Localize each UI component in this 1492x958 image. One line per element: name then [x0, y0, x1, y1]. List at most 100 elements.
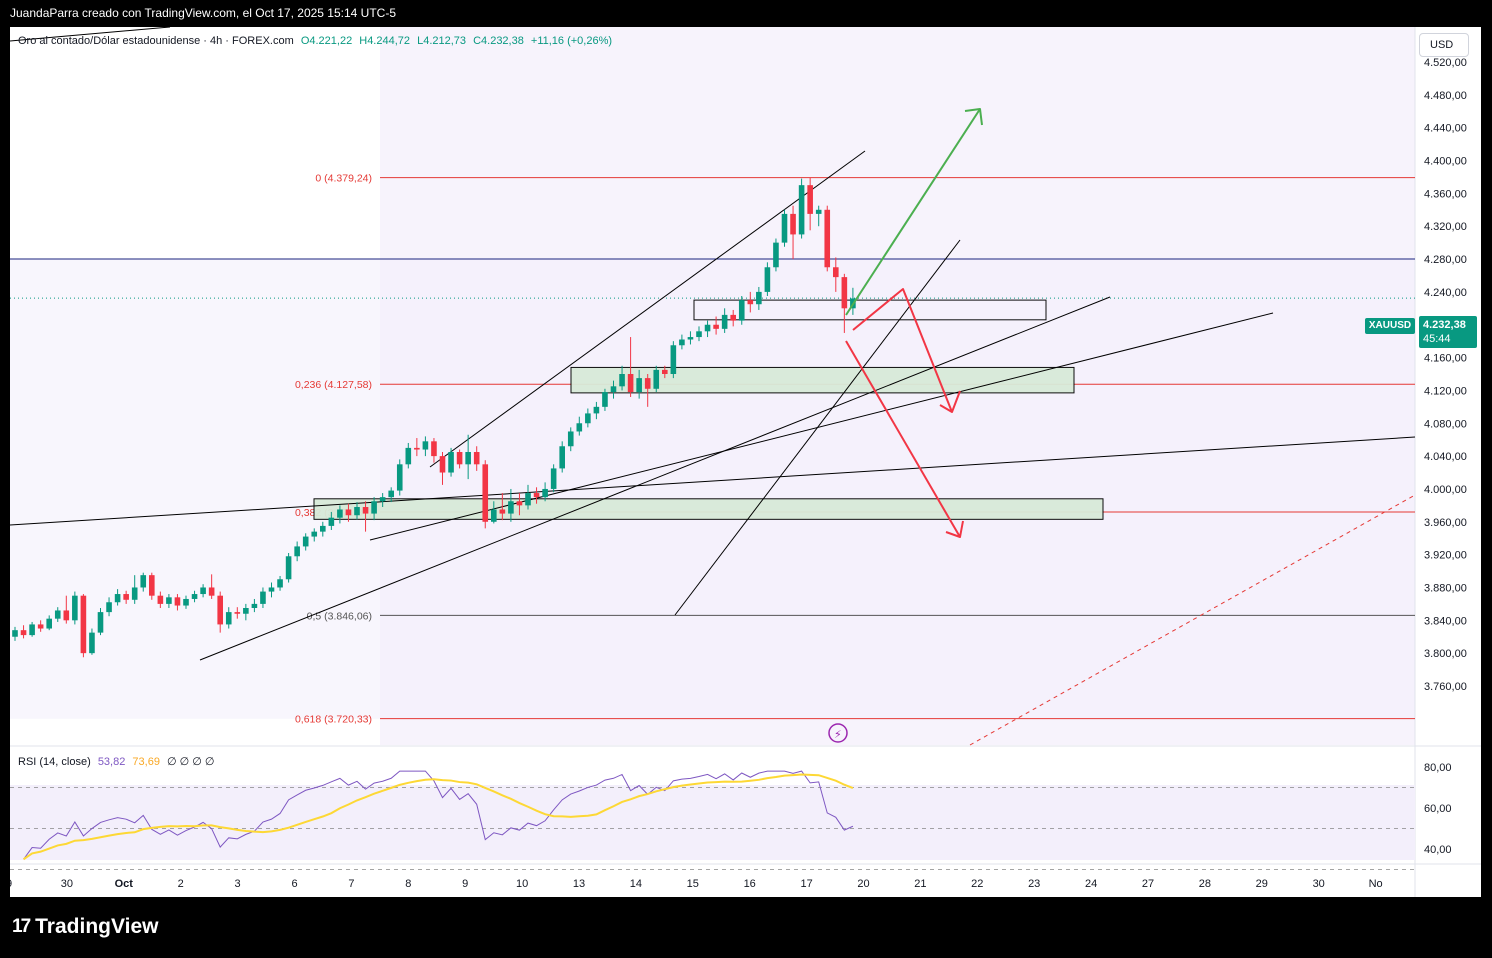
time-tick-label: 6: [291, 878, 297, 890]
candle-body: [225, 612, 232, 625]
candle-body: [217, 595, 223, 625]
candle-body: [174, 597, 181, 606]
fib-level-label: 0,5 (3.846,06): [307, 610, 372, 622]
price-tick-label: 4.520,00: [1424, 57, 1467, 69]
bearish-arrow-long-head: [945, 520, 964, 538]
candle-body: [653, 369, 660, 389]
candle-body: [200, 587, 206, 595]
candle-body: [371, 501, 377, 514]
candle-body: [807, 185, 813, 214]
candle-body: [730, 314, 736, 321]
time-tick-label: 27: [1142, 878, 1154, 890]
candle-body: [439, 456, 446, 473]
candle-body: [80, 595, 87, 654]
time-tick-label: 2: [178, 878, 184, 890]
time-tick-label: No: [1369, 878, 1383, 890]
candle-body: [841, 277, 848, 309]
price-tick-label: 3.840,00: [1424, 615, 1467, 627]
rsi-ma-value: 73,69: [132, 756, 160, 768]
candle-body: [157, 595, 164, 604]
bar-countdown: 45:44: [1423, 333, 1451, 345]
attribution-text: JuandaParra creado con TradingView.com, …: [10, 6, 396, 20]
candle-body: [448, 452, 454, 473]
candle-body: [388, 490, 394, 498]
candle-body: [773, 242, 779, 268]
fib-level-label: 0,618 (3.720,33): [295, 714, 372, 726]
time-tick-label: 13: [573, 878, 585, 890]
candle-body: [679, 339, 685, 346]
candle-body: [20, 630, 27, 636]
price-tick-label: 4.480,00: [1424, 90, 1467, 102]
price-tick-label: 4.280,00: [1424, 254, 1467, 266]
rsi-band: [10, 785, 1415, 860]
tradingview-logo[interactable]: 17 TradingView: [12, 915, 158, 939]
candle-body: [131, 587, 138, 600]
candle-body: [243, 608, 249, 614]
chart-canvas[interactable]: 4.520,00 4.480,00 4.440,00 4.400,00 4.360,00…: [10, 27, 1481, 897]
price-tick-label: 3.880,00: [1424, 582, 1467, 594]
candle-body: [508, 501, 514, 514]
candle-body: [585, 413, 591, 424]
range-shading: [10, 259, 1415, 719]
candle-body: [704, 324, 711, 332]
candle-body: [106, 602, 112, 613]
price-tick-label: 4.320,00: [1424, 221, 1467, 233]
symbol-description: Oro al contado/Dólar estadounidense · 4h…: [18, 35, 294, 47]
candle-body: [576, 423, 583, 432]
tradingview-wordmark: TradingView: [35, 915, 159, 938]
candle-body: [627, 374, 634, 393]
bearish-arrow-short-head: [939, 390, 961, 413]
candle-body: [422, 441, 429, 450]
rsi-ma-line: [22, 773, 854, 861]
low-value: L4.212,73: [417, 35, 467, 47]
candle-body: [362, 507, 369, 514]
candle-body: [37, 624, 44, 629]
candle-body: [328, 517, 335, 526]
candle-body: [89, 632, 95, 654]
bearish-arrow-short: [852, 288, 953, 413]
rsi-line: [23, 770, 854, 860]
candle-body: [824, 209, 831, 268]
candle-body: [533, 493, 540, 498]
candle-body: [114, 594, 121, 603]
candle-body: [687, 337, 694, 340]
candle-body: [619, 374, 625, 387]
candle-body: [713, 324, 719, 329]
rsi-legend: RSI (14, close) 53,82 73,69 ∅ ∅ ∅ ∅: [18, 755, 215, 768]
candle-body: [550, 468, 557, 489]
candle-body: [63, 610, 70, 621]
chart-panel[interactable]: 4.520,00 4.480,00 4.440,00 4.400,00 4.360,00…: [10, 27, 1481, 897]
bearish-arrow-long: [845, 340, 961, 538]
price-tick-label: 4.120,00: [1424, 385, 1467, 397]
candle-body: [499, 509, 506, 514]
candle-body: [798, 185, 805, 235]
currency-button[interactable]: USD: [1419, 33, 1469, 57]
candle-body: [54, 610, 61, 619]
candle-body: [311, 531, 318, 537]
candle-body: [97, 612, 104, 633]
candle-body: [268, 587, 275, 592]
candle-body: [320, 525, 326, 532]
candle-body: [405, 447, 412, 465]
last-price: 4.232,38: [1423, 319, 1466, 331]
price-tick-label: 3.920,00: [1424, 550, 1467, 562]
candle-body: [644, 378, 651, 389]
price-tick-label: 4.160,00: [1424, 353, 1467, 365]
candle-body: [465, 452, 471, 465]
time-tick-label: 30: [61, 878, 73, 890]
close-value: C4.232,38: [473, 35, 524, 47]
candle-body: [491, 509, 497, 522]
candle-body: [764, 267, 771, 292]
candle-body: [183, 598, 189, 606]
candle-body: [833, 267, 839, 278]
candle-body: [602, 392, 608, 407]
time-tick-label: 28: [1199, 878, 1211, 890]
price-tick-label: 4.440,00: [1424, 123, 1467, 135]
time-tick-label: 17: [800, 878, 812, 890]
candle-body: [277, 579, 283, 588]
candle-body: [166, 597, 172, 604]
candle-body: [542, 488, 548, 498]
alert-lightning-icon: [828, 723, 848, 743]
price-tick-label: 4.080,00: [1424, 418, 1467, 430]
